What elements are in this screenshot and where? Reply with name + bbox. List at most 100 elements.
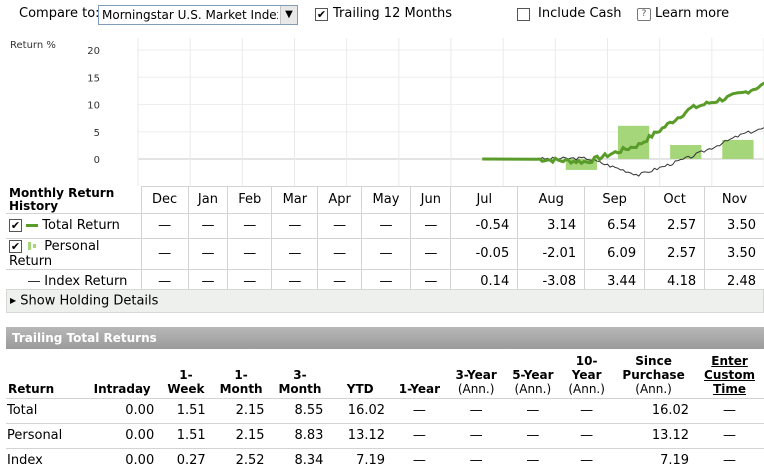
show-holding-details-label: Show Holding Details — [20, 293, 159, 309]
trailing-cell: — — [391, 422, 448, 448]
header-line: 10- — [575, 353, 598, 368]
trailing-col-header[interactable]: Enter Custom Time — [695, 352, 764, 398]
include-cash-checkbox[interactable] — [517, 8, 530, 21]
trailing-cell: — — [391, 447, 448, 473]
monthly-header-row: Monthly Return History Dec Jan Feb Mar A… — [6, 185, 764, 213]
cell: 2.57 — [644, 237, 705, 269]
total-return-line — [482, 81, 764, 166]
month-header: Oct — [644, 186, 705, 213]
header-line[interactable]: Time — [713, 381, 747, 396]
trailing-cell: 13.12 — [329, 422, 392, 448]
trailing-row: Total 0.00 1.51 2.15 8.55 16.02— — — —16.02— — [6, 397, 764, 423]
personal-legend-bar-icon — [28, 242, 32, 250]
cell: 3.50 — [704, 212, 764, 238]
cell: — — [410, 237, 451, 269]
trailing-cell: — — [695, 447, 764, 473]
personal-return-bar — [722, 139, 754, 159]
y-axis-title: Return % — [10, 40, 56, 51]
trailing-row-label: Personal — [6, 422, 84, 448]
show-holding-details-toggle[interactable]: ▶ Show Holding Details — [6, 289, 764, 313]
trailing-cell: — — [561, 447, 613, 473]
header-line: YTD — [346, 381, 374, 396]
help-icon[interactable]: ? — [637, 8, 651, 21]
month-header: Apr — [317, 186, 362, 213]
trailing-cell: — — [561, 397, 613, 423]
trailing-col-header: 1- Week — [160, 352, 211, 398]
header-line: Since — [635, 353, 672, 368]
cell: — — [187, 237, 228, 269]
monthly-title-line2: History — [9, 198, 59, 213]
expand-triangle-icon: ▶ — [10, 296, 17, 305]
compare-toolbar: Compare to: Morningstar U.S. Market Inde… — [0, 0, 764, 30]
trailing-col-header: 1-Year — [391, 352, 448, 398]
trailing-returns-table: Return Intraday 1- Week 1- Month 3- Month YTD 1-Y… — [6, 352, 764, 473]
y-tick-label: 0 — [94, 155, 100, 166]
cell: — — [317, 212, 362, 238]
header-line[interactable]: Custom — [704, 367, 756, 382]
header-line: Month — [278, 381, 322, 396]
total-return-row: ✔ Total Return — — — — — — — -0.54 3.14 … — [6, 212, 764, 238]
compare-index-select[interactable]: Morningstar U.S. Market Index ▼ — [98, 5, 298, 25]
trailing-cell: 7.19 — [612, 447, 696, 473]
cell: — — [271, 212, 318, 238]
month-header: Mar — [271, 186, 318, 213]
cell: -0.05 — [450, 237, 518, 269]
total-return-label: Total Return — [42, 218, 120, 233]
header-line: 1-Year — [398, 381, 441, 396]
compare-label: Compare to: — [19, 6, 100, 21]
total-return-checkbox[interactable]: ✔ — [9, 219, 22, 232]
cell: — — [271, 237, 318, 269]
trailing-row: Index 0.00 0.27 2.52 8.34 7.19— — — —7.19— — [6, 447, 764, 473]
month-header: Jul — [450, 186, 518, 213]
total-return-row-label: ✔ Total Return — [6, 212, 141, 238]
personal-return-checkbox[interactable]: ✔ — [9, 239, 22, 253]
cell: — — [140, 212, 189, 238]
trailing-cell: 2.15 — [211, 422, 271, 448]
monthly-title-line1: Monthly Return — [9, 185, 115, 200]
include-cash-label[interactable]: Include Cash — [538, 6, 622, 21]
y-tick-label: 15 — [87, 73, 100, 84]
header-line: 5-Year — [512, 367, 554, 382]
cell: — — [227, 212, 272, 238]
cell: 3.50 — [704, 237, 764, 269]
header-line[interactable]: Enter — [711, 353, 748, 368]
personal-legend-bar-icon — [33, 244, 37, 248]
trailing-12-months-checkbox[interactable]: ✔ — [315, 8, 328, 21]
personal-return-row-label: ✔ Personal Return — [6, 237, 141, 269]
cell: 6.09 — [584, 237, 645, 269]
annualized-label: (Ann.) — [457, 381, 495, 396]
index-return-line — [482, 127, 764, 177]
trailing-col-header: YTD — [329, 352, 391, 398]
total-legend-swatch — [26, 224, 39, 227]
trailing-cell: 0.27 — [160, 447, 212, 473]
trailing-col-header: Intraday — [84, 352, 160, 398]
cell: — — [317, 237, 362, 269]
return-chart: Return % 20 15 10 5 0 — [10, 38, 764, 186]
trailing-cell: — — [447, 422, 505, 448]
trailing-col-header: Return — [6, 352, 84, 398]
personal-return-label: Personal Return — [9, 238, 100, 269]
trailing-cell: 8.83 — [270, 422, 330, 448]
trailing-cell: — — [561, 422, 613, 448]
month-header: Sep — [584, 186, 645, 213]
trailing-cell: — — [391, 397, 448, 423]
trailing-row: Personal 0.00 1.51 2.15 8.83 13.12— — — —13.12— — [6, 422, 764, 448]
learn-more-link[interactable]: Learn more — [655, 6, 730, 21]
annualized-label: (Ann.) — [568, 381, 605, 396]
trailing-col-header: Since Purchase (Ann.) — [612, 352, 695, 398]
cell: — — [187, 212, 228, 238]
trailing-cell: 2.52 — [211, 447, 271, 473]
chevron-down-icon[interactable]: ▼ — [280, 6, 297, 24]
trailing-cell: 0.00 — [83, 397, 161, 423]
trailing-cell: 1.51 — [160, 422, 212, 448]
trailing-cell: 8.55 — [270, 397, 330, 423]
index-legend-swatch — [28, 281, 41, 283]
trailing-cell: 13.12 — [612, 422, 696, 448]
header-line: 3-Year — [455, 367, 497, 382]
cell: — — [140, 237, 189, 269]
trailing-12-months-label[interactable]: Trailing 12 Months — [333, 6, 452, 21]
header-line: Year — [571, 367, 602, 382]
annualized-label: (Ann.) — [514, 381, 552, 396]
header-line: 1- — [234, 367, 248, 382]
header-line: Purchase — [622, 367, 685, 382]
